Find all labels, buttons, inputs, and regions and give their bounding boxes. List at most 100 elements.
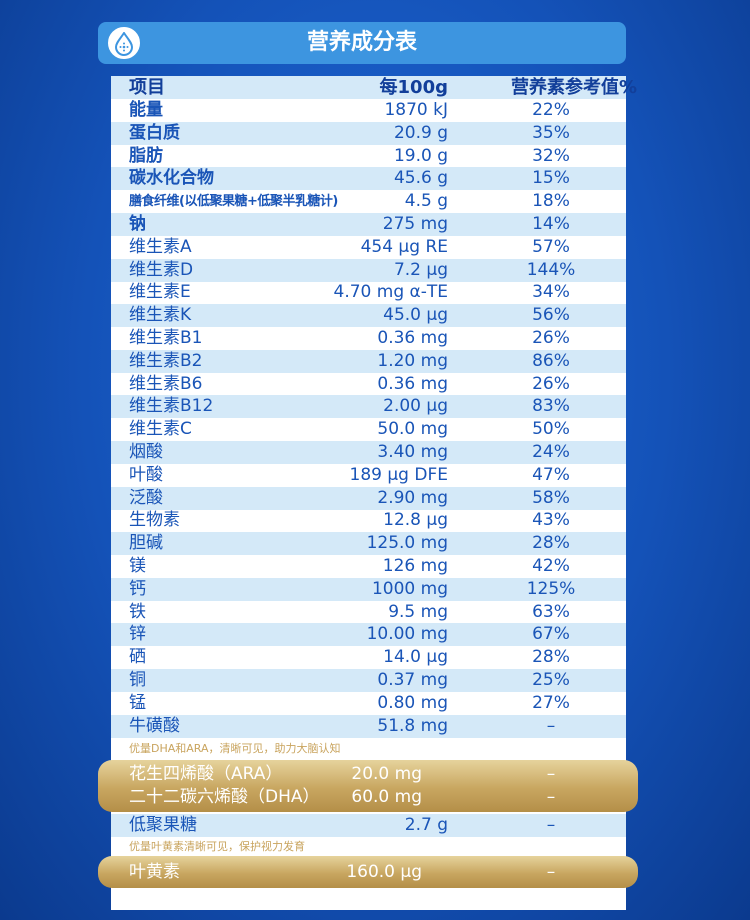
item-name: 牛磺酸 (129, 715, 180, 736)
header-per100: 每100g (379, 77, 448, 98)
item-per100: 50.0 mg (377, 419, 448, 440)
item-nrv: 86% (532, 350, 570, 371)
item-per100: 51.8 mg (377, 715, 448, 736)
table-row: 生物素 12.8 μg 43% (111, 509, 626, 532)
table-row: 叶酸 189 μg DFE 47% (111, 464, 626, 487)
item-per100: 7.2 μg (393, 259, 448, 280)
item-nrv: – (546, 764, 556, 784)
item-nrv: 28% (532, 533, 570, 554)
table-row: 牛磺酸 51.8 mg – (111, 714, 626, 738)
table-row: 碳水化合物 45.6 g 15% (111, 167, 626, 191)
table-row: 叶黄素 160.0 μg – (98, 861, 613, 884)
dha-ara-note: 优量DHA和ARA，清晰可见，助力大脑认知 (129, 742, 341, 755)
item-per100: 45.6 g (393, 168, 448, 189)
table-row: 维生素B2 1.20 mg 86% (111, 349, 626, 373)
item-per100: 125.0 mg (366, 533, 448, 554)
table-row: 烟酸 3.40 mg 24% (111, 441, 626, 464)
item-name: 维生素C (129, 419, 192, 440)
item-name: 维生素A (129, 236, 192, 257)
item-per100: 4.5 g (404, 191, 448, 212)
item-per100: 1.20 mg (377, 350, 448, 371)
item-name: 铁 (129, 601, 146, 622)
item-name: 维生素B12 (129, 396, 214, 417)
item-nrv: – (546, 862, 556, 882)
dha-ara-highlight: 花生四烯酸（ARA） 20.0 mg – 二十二碳六烯酸（DHA） 60.0 m… (98, 760, 638, 812)
table-row: 蛋白质 20.9 g 35% (111, 121, 626, 145)
item-nrv: 15% (532, 168, 570, 189)
table-row: 维生素D 7.2 μg 144% (111, 258, 626, 282)
table-row: 钠 275 mg 14% (111, 213, 626, 236)
item-name: 叶酸 (129, 464, 163, 485)
table-title-bar: 营养成分表 (98, 22, 626, 64)
item-name: 生物素 (129, 510, 180, 531)
lutein-highlight: 叶黄素 160.0 μg – (98, 856, 638, 888)
item-nrv: 34% (532, 282, 570, 303)
table-row: 维生素E 4.70 mg α-TE 34% (111, 281, 626, 304)
item-per100: 4.70 mg α-TE (333, 282, 448, 303)
item-per100: 12.8 μg (383, 510, 448, 531)
item-per100: 189 μg DFE (349, 464, 448, 485)
item-name: 硒 (129, 647, 146, 668)
item-nrv: 32% (532, 145, 570, 166)
table-row: 维生素C 50.0 mg 50% (111, 418, 626, 441)
header-item: 项目 (129, 77, 165, 98)
item-nrv: 25% (532, 670, 570, 690)
item-name: 铜 (129, 670, 146, 690)
item-name: 低聚果糖 (129, 815, 197, 835)
table-row: 泛酸 2.90 mg 58% (111, 486, 626, 510)
header-nrv: 营养素参考值% (511, 77, 638, 98)
item-per100: 126 mg (382, 556, 448, 576)
item-per100: 2.90 mg (377, 487, 448, 508)
page-title: 营养成分表 (306, 30, 417, 55)
item-nrv: 14% (532, 214, 570, 234)
item-per100: 9.5 mg (388, 601, 448, 622)
item-per100: 0.37 mg (377, 670, 448, 690)
item-per100: 3.40 mg (377, 442, 448, 462)
item-nrv: 26% (532, 328, 570, 348)
item-name: 维生素B6 (129, 373, 203, 394)
table-row: 维生素K 45.0 μg 56% (111, 304, 626, 328)
item-nrv: 57% (532, 236, 570, 257)
item-nrv: 26% (532, 373, 570, 394)
item-nrv: 125% (526, 578, 576, 599)
item-per100: 0.36 mg (377, 373, 448, 394)
item-name: 脂肪 (129, 145, 163, 166)
table-row: 维生素B12 2.00 μg 83% (111, 395, 626, 419)
table-row: 硒 14.0 μg 28% (111, 646, 626, 669)
item-per100: 2.7 g (404, 815, 448, 835)
item-per100: 1870 kJ (384, 100, 448, 120)
item-name: 镁 (129, 556, 146, 576)
item-nrv: 67% (532, 624, 570, 645)
item-per100: 160.0 μg (346, 862, 422, 882)
item-per100: 14.0 μg (383, 647, 448, 668)
item-name: 锌 (129, 624, 146, 645)
item-name: 维生素B1 (129, 328, 203, 348)
item-name: 烟酸 (129, 442, 163, 462)
table-row: 维生素A 454 μg RE 57% (111, 236, 626, 259)
item-nrv: 24% (532, 442, 570, 462)
item-per100: 45.0 μg (383, 305, 448, 326)
item-name: 花生四烯酸（ARA） (129, 764, 283, 784)
item-per100: 454 μg RE (360, 236, 448, 257)
item-nrv: – (546, 815, 556, 835)
table-row: 膳食纤维(以低聚果糖+低聚半乳糖计) 4.5 g 18% (111, 190, 626, 213)
item-per100: 1000 mg (371, 578, 448, 599)
item-per100: 10.00 mg (366, 624, 448, 645)
item-nrv: 27% (532, 692, 570, 713)
item-name: 泛酸 (129, 487, 163, 508)
item-per100: 60.0 mg (351, 787, 422, 807)
item-nrv: 35% (532, 122, 570, 143)
item-nrv: 144% (526, 259, 576, 280)
item-nrv: 43% (532, 510, 570, 531)
table-row: 维生素B1 0.36 mg 26% (111, 327, 626, 350)
item-name: 钠 (129, 214, 146, 234)
table-row: 脂肪 19.0 g 32% (111, 145, 626, 168)
item-name: 胆碱 (129, 533, 163, 554)
item-nrv: 83% (532, 396, 570, 417)
item-nrv: 22% (532, 100, 570, 120)
item-per100: 2.00 μg (383, 396, 448, 417)
item-name: 能量 (129, 100, 163, 120)
item-name: 二十二碳六烯酸（DHA） (129, 787, 320, 807)
lutein-note: 优量叶黄素清晰可见，保护视力发育 (129, 840, 305, 853)
table-row: 铁 9.5 mg 63% (111, 601, 626, 624)
